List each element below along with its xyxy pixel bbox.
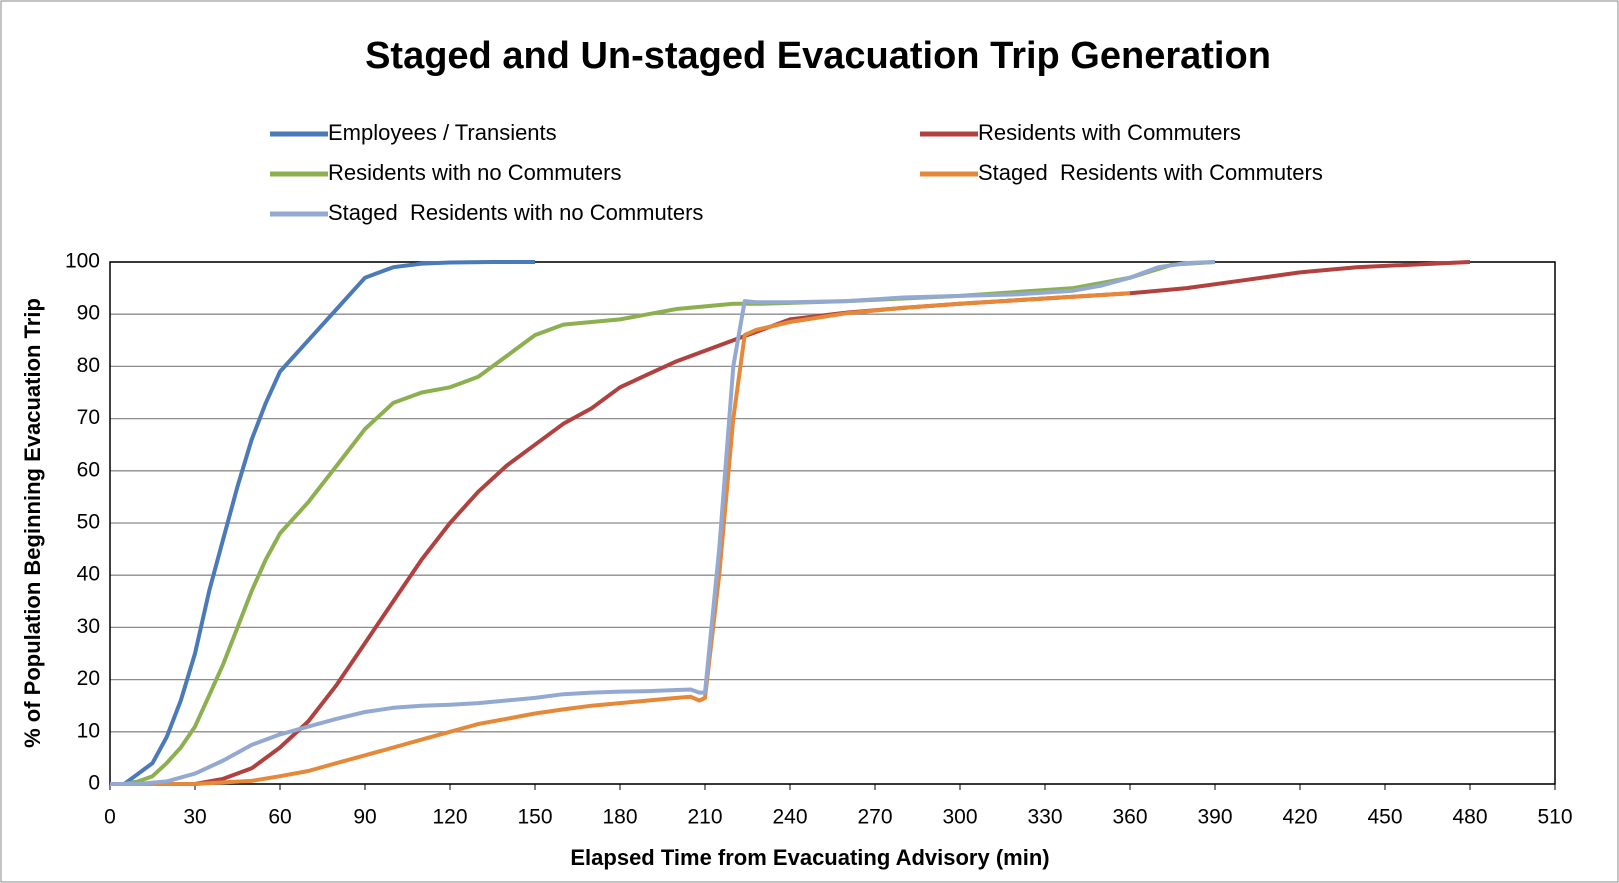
x-tick-label: 390 bbox=[1197, 806, 1232, 829]
y-tick-label: 100 bbox=[65, 250, 100, 273]
x-tick-label: 210 bbox=[687, 806, 722, 829]
legend-label: Employees / Transients bbox=[328, 120, 557, 145]
x-tick-label: 330 bbox=[1027, 806, 1062, 829]
legend-label: Residents with Commuters bbox=[978, 120, 1241, 145]
series-line bbox=[110, 260, 1216, 786]
x-tick-label: 180 bbox=[602, 806, 637, 829]
y-tick-label: 10 bbox=[77, 719, 100, 742]
y-tick-label: 80 bbox=[77, 354, 100, 377]
legend-label: Staged Residents with no Commuters bbox=[328, 200, 703, 225]
x-tick-label: 450 bbox=[1367, 806, 1402, 829]
plot-area-border bbox=[109, 261, 1556, 785]
y-tick-label: 0 bbox=[88, 772, 100, 795]
x-tick-label: 90 bbox=[353, 806, 376, 829]
x-tick-label: 300 bbox=[942, 806, 977, 829]
x-tick-label: 0 bbox=[104, 806, 116, 829]
x-axis-label: Elapsed Time from Evacuating Advisory (m… bbox=[570, 845, 1049, 870]
chart-title: Staged and Un-staged Evacuation Trip Gen… bbox=[365, 35, 1271, 77]
x-tick-label: 240 bbox=[772, 806, 807, 829]
series-line bbox=[110, 260, 535, 786]
y-tick-label: 70 bbox=[77, 406, 100, 429]
series-line bbox=[110, 260, 1471, 786]
y-tick-label: 40 bbox=[77, 563, 100, 586]
series-line bbox=[110, 291, 1131, 786]
x-tick-label: 30 bbox=[183, 806, 206, 829]
y-tick-label: 90 bbox=[77, 302, 100, 325]
x-tick-label: 150 bbox=[517, 806, 552, 829]
x-tick-label: 510 bbox=[1537, 806, 1572, 829]
legend-label: Staged Residents with Commuters bbox=[978, 160, 1323, 185]
x-tick-label: 480 bbox=[1452, 806, 1487, 829]
x-tick-label: 360 bbox=[1112, 806, 1147, 829]
y-tick-label: 60 bbox=[77, 458, 100, 481]
y-tick-label: 50 bbox=[77, 511, 100, 534]
x-tick-label: 270 bbox=[857, 806, 892, 829]
legend-label: Residents with no Commuters bbox=[328, 160, 621, 185]
y-tick-label: 30 bbox=[77, 615, 100, 638]
x-tick-label: 60 bbox=[268, 806, 291, 829]
y-axis-label: % of Population Beginning Evacuation Tri… bbox=[20, 298, 45, 748]
x-tick-label: 420 bbox=[1282, 806, 1317, 829]
x-tick-label: 120 bbox=[432, 806, 467, 829]
y-tick-label: 20 bbox=[77, 667, 100, 690]
